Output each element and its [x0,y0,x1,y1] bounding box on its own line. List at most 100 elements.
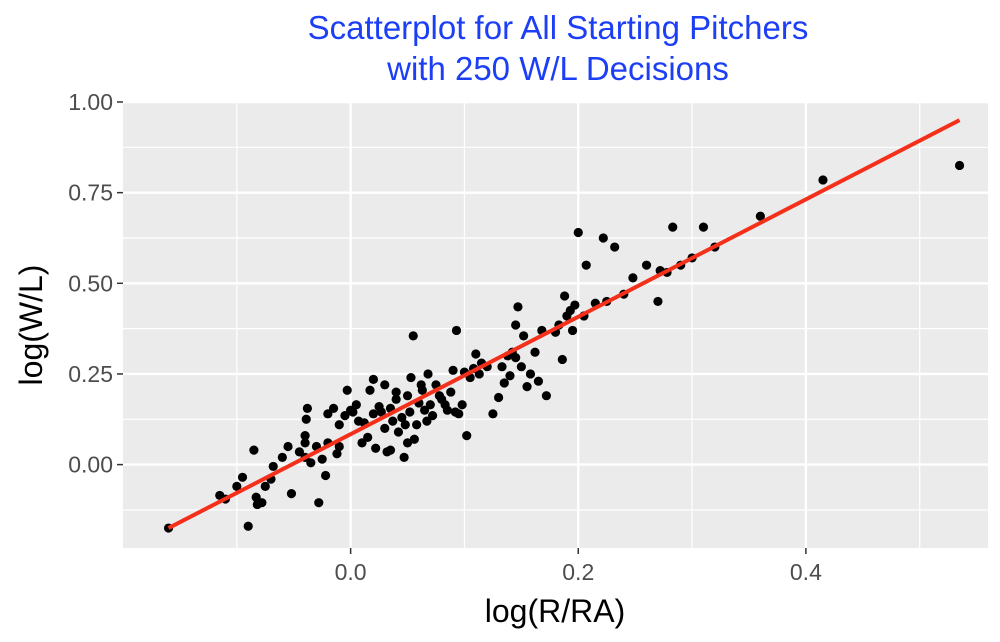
data-point [332,449,342,459]
data-point [368,374,378,384]
data-point [249,445,259,455]
y-axis-title: log(W/L) [13,265,49,386]
data-point [446,387,456,397]
data-point [340,411,350,421]
x-axis-ticks: 0.0 0.2 0.4 [335,548,822,585]
data-point [573,227,583,238]
data-point [567,325,578,336]
data-point [301,414,311,424]
data-point [388,416,398,426]
data-point [755,211,765,221]
data-point [393,427,404,437]
data-point [371,443,381,453]
data-point [260,481,270,491]
data-point [380,423,390,433]
data-point [302,403,312,413]
data-point [818,175,828,185]
data-point [409,434,419,444]
data-point [511,320,521,330]
x-axis-title: log(R/RA) [485,593,625,629]
chart-title-line-2: with 250 W/L Decisions [386,50,729,87]
data-point [357,438,367,448]
data-point [277,452,287,462]
data-point [581,260,591,270]
data-point [294,447,305,457]
data-point [402,438,413,448]
grid-minor-lines [123,102,988,548]
y-tick-label: 0.00 [68,452,113,478]
data-point [400,420,410,430]
data-point [454,409,464,419]
data-point [499,378,509,388]
data-point [954,160,965,171]
data-point [268,461,278,472]
data-point [493,392,504,403]
data-point [425,400,435,410]
data-point [334,441,344,452]
data-point [342,385,352,395]
data-point [351,400,361,410]
data-point [397,412,407,423]
data-point [474,369,484,379]
data-point [402,391,413,401]
data-point [314,498,324,508]
data-point [363,432,373,443]
x-tick-label: 0.0 [335,559,367,585]
data-point [391,387,401,397]
data-point [232,481,242,491]
data-point [251,492,261,502]
y-axis-ticks: 0.00 0.25 0.50 0.75 1.00 [68,89,123,478]
data-point [283,441,293,452]
data-point [328,403,339,413]
data-point [628,273,638,283]
data-point [334,420,344,430]
data-point [420,405,430,415]
data-point [442,405,452,415]
data-point [519,331,529,341]
data-point [399,452,409,462]
data-point [533,376,544,386]
data-point [457,400,467,410]
data-point [368,409,378,419]
y-tick-label: 0.50 [68,270,113,296]
data-point [560,291,570,301]
data-point [448,365,458,375]
data-point [471,349,481,359]
data-point [557,354,567,365]
grid-major-lines [123,100,988,548]
data-point [286,489,297,499]
data-point [462,430,472,441]
data-point [405,407,415,417]
data-points [163,160,965,533]
data-point [243,521,253,531]
data-point [385,445,396,455]
data-point [598,233,608,243]
data-point [380,380,390,390]
data-point [300,438,310,448]
data-point [406,372,416,383]
data-point [513,302,523,312]
data-point [488,409,498,419]
data-point [300,430,310,441]
data-point [365,385,375,395]
data-point [323,409,333,419]
data-point [423,369,433,379]
data-point [257,498,267,508]
data-point [317,454,327,464]
data-point [417,385,427,395]
x-tick-label: 0.4 [790,559,822,585]
data-point [376,407,386,417]
data-point [412,420,422,430]
data-point [541,391,551,401]
y-tick-label: 0.75 [68,180,113,206]
data-point [451,325,462,336]
fit-line [167,118,961,530]
data-point [570,300,580,310]
data-point [348,407,358,417]
data-point [320,470,331,481]
data-point [530,347,540,357]
data-point [698,222,709,232]
data-point [306,458,316,468]
data-point [525,369,536,379]
